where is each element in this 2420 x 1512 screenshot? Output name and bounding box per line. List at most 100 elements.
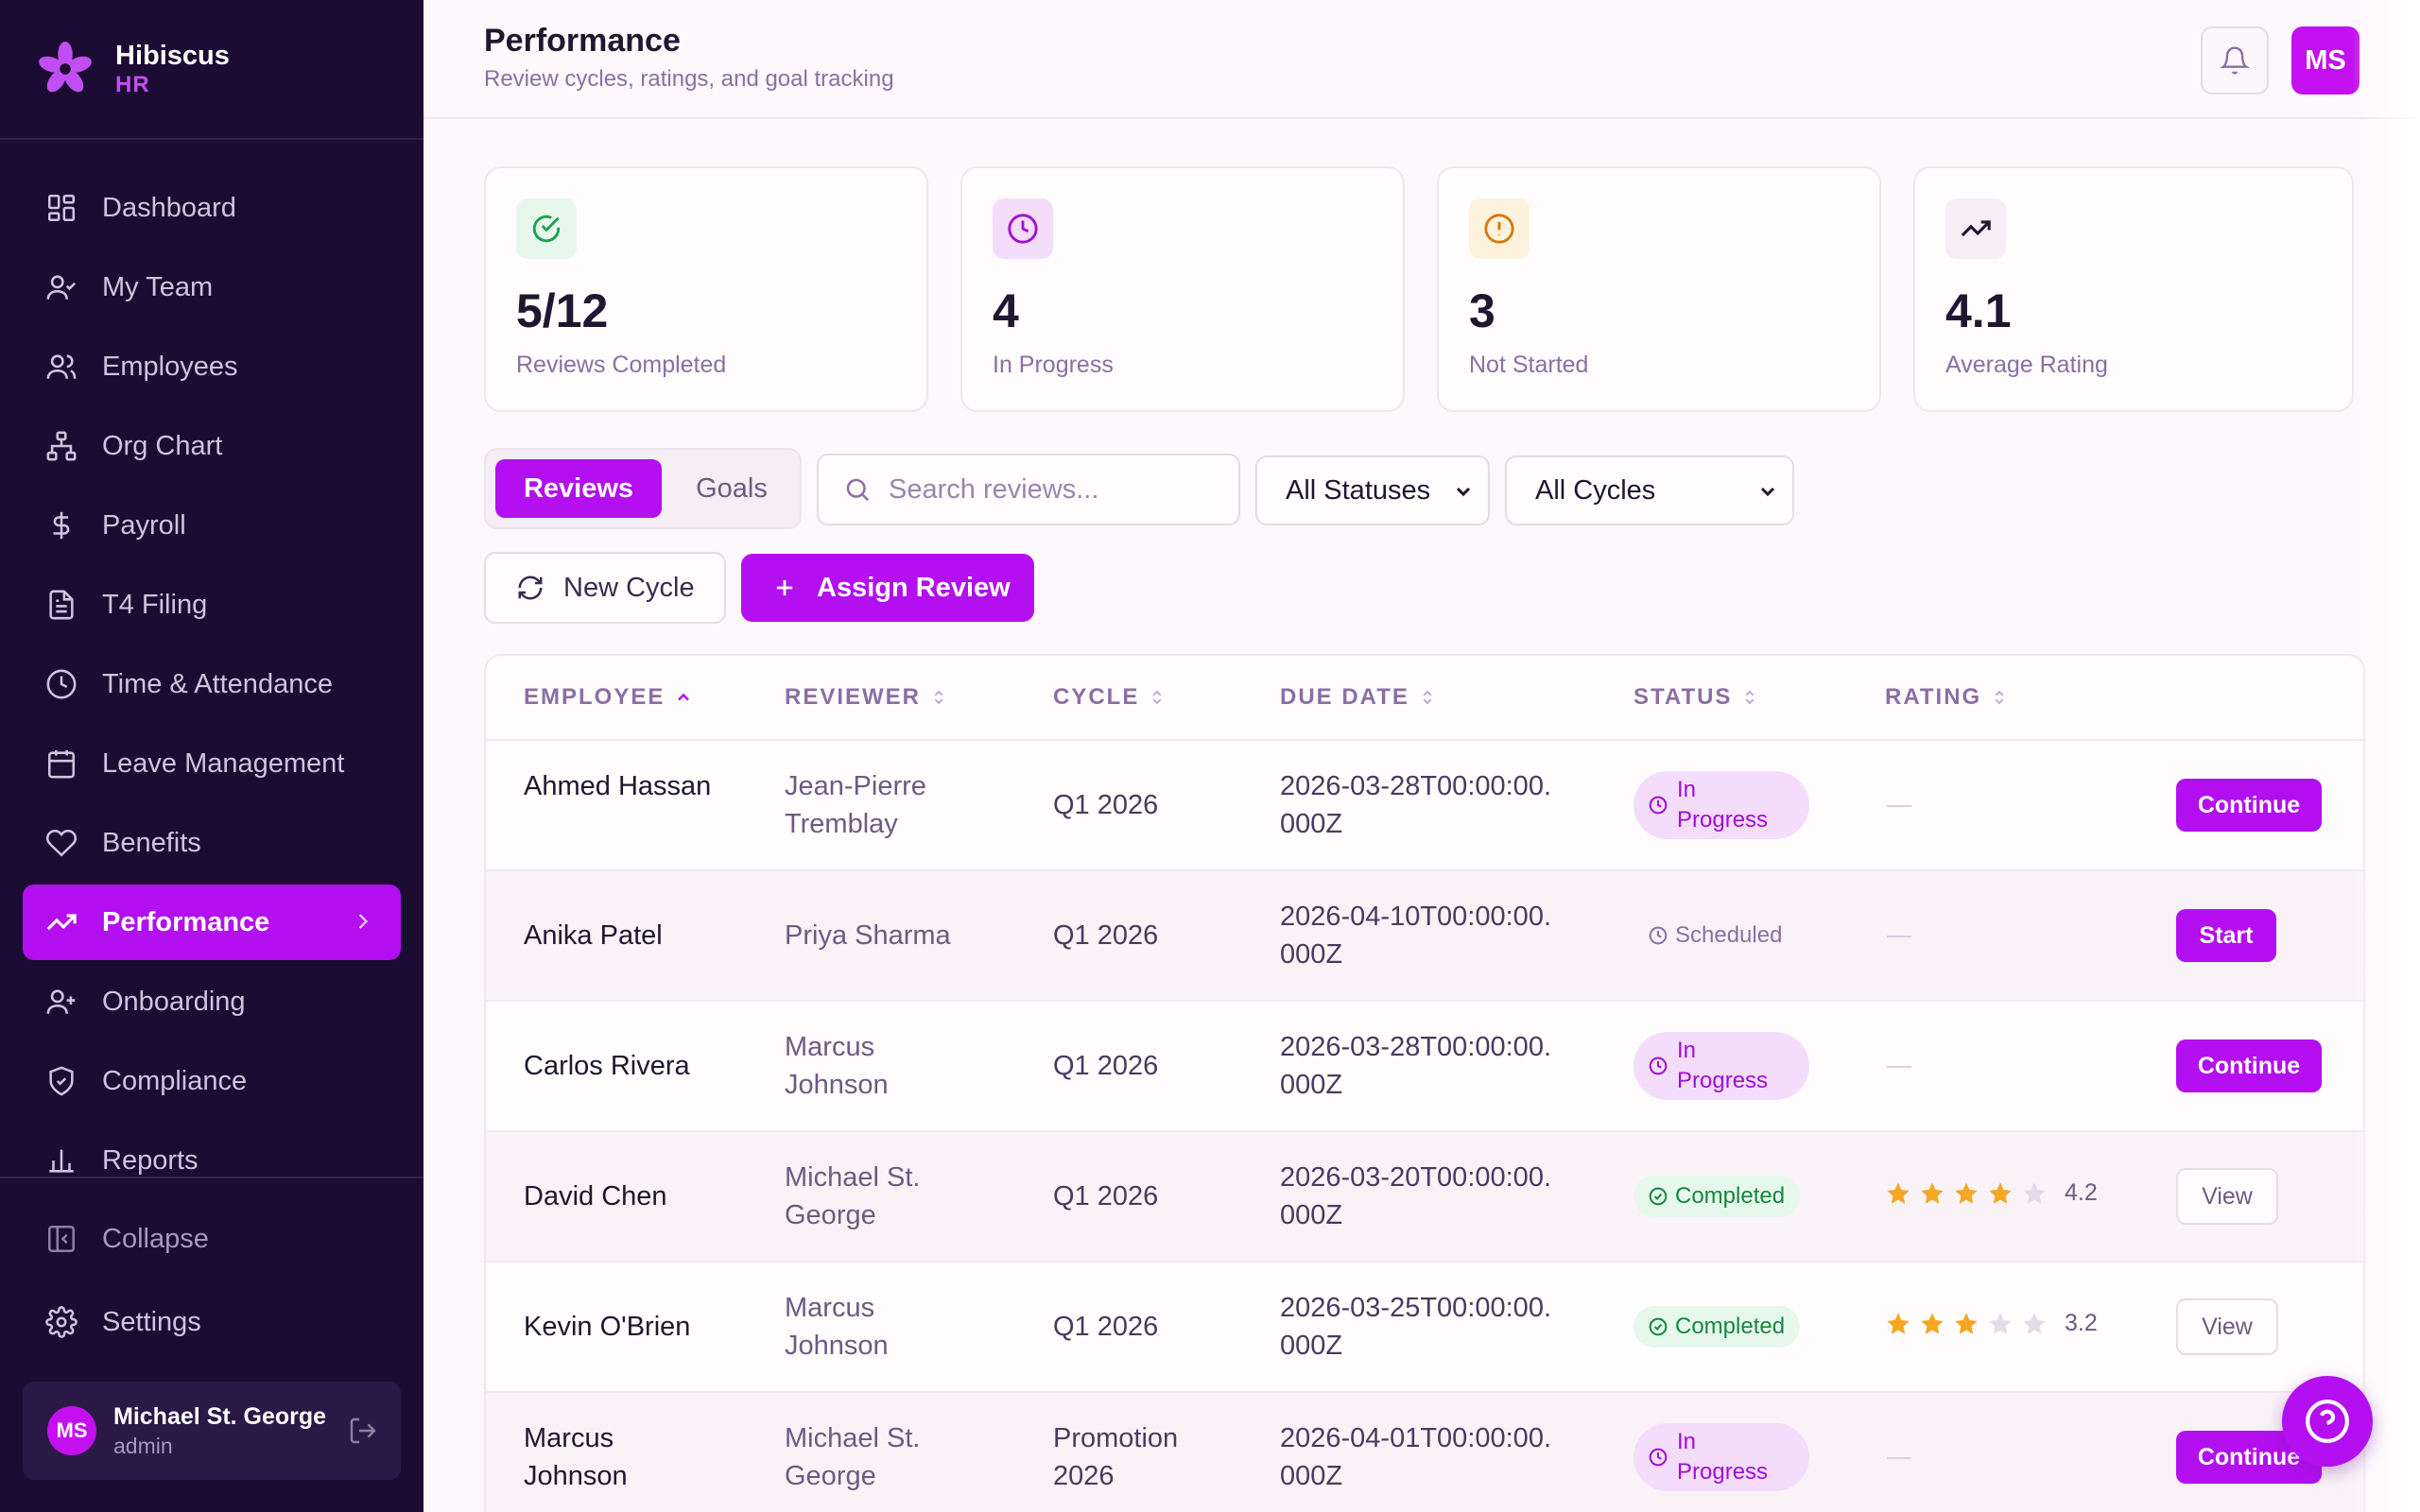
sidebar-item-reports[interactable]: Reports (23, 1123, 401, 1198)
view-button[interactable]: View (2176, 1298, 2278, 1355)
assign-review-label: Assign Review (817, 572, 1011, 603)
status-label: Scheduled (1675, 922, 1783, 948)
column-label: REVIEWER (785, 684, 922, 710)
sidebar-item-benefits[interactable]: Benefits (23, 805, 401, 881)
document-icon (45, 589, 78, 621)
assign-review-button[interactable]: Assign Review (741, 554, 1034, 622)
continue-button[interactable]: Continue (2176, 779, 2322, 832)
sidebar-item-dashboard[interactable]: Dashboard (23, 170, 401, 246)
column-label: CYCLE (1053, 684, 1140, 710)
settings-button[interactable]: Settings (0, 1280, 424, 1364)
cycle: Q1 2026 (1053, 1312, 1159, 1342)
collapse-button[interactable]: Collapse (0, 1197, 424, 1280)
star-filled-icon (1887, 1181, 1910, 1204)
status-filter-select[interactable]: All Statuses (1255, 455, 1490, 525)
clock-icon (1649, 1448, 1668, 1467)
shield-icon (45, 1065, 78, 1097)
cycle: Q1 2026 (1053, 920, 1159, 951)
reviews-table: EMPLOYEE REVIEWER CYCLE DUE DATE STATUS … (484, 654, 2365, 1512)
collapse-label: Collapse (102, 1223, 209, 1254)
continue-button[interactable]: Continue (2176, 1431, 2322, 1484)
column-header-status[interactable]: STATUS (1634, 684, 1758, 711)
sidebar-item-t4-filing[interactable]: T4 Filing (23, 567, 401, 643)
tab-reviews[interactable]: Reviews (495, 459, 662, 518)
stat-label: Not Started (1469, 352, 1589, 378)
status-label: Completed (1675, 1314, 1786, 1339)
table-row[interactable]: Kevin O'Brien Marcus Johnson Q1 2026 202… (486, 1263, 2363, 1393)
column-header-employee[interactable]: EMPLOYEE (524, 684, 693, 711)
sidebar-item-org-chart[interactable]: Org Chart (23, 408, 401, 484)
check-circle-icon (1649, 1317, 1668, 1336)
sidebar-item-payroll[interactable]: Payroll (23, 488, 401, 563)
start-button[interactable]: Start (2176, 909, 2276, 962)
employee-name: Anika Patel (524, 920, 663, 951)
star-filled-icon (1921, 1181, 1944, 1204)
clock-icon (45, 668, 78, 700)
table-row[interactable]: Anika Patel Priya Sharma Q1 2026 2026-04… (486, 871, 2363, 1002)
column-label: RATING (1885, 684, 1982, 710)
continue-button[interactable]: Continue (2176, 1040, 2322, 1092)
sort-icon (1152, 690, 1162, 705)
table-row[interactable]: Marcus Johnson Michael St. George Promot… (486, 1393, 2363, 1512)
sidebar-item-leave-management[interactable]: Leave Management (23, 726, 401, 801)
status-label: In Progress (1677, 1038, 1769, 1093)
sidebar-item-compliance[interactable]: Compliance (23, 1043, 401, 1119)
status-label: In Progress (1677, 1429, 1769, 1485)
notifications-button[interactable] (2201, 26, 2269, 94)
table-row[interactable]: David Chen Michael St. George Q1 2026 20… (486, 1132, 2363, 1263)
new-cycle-button[interactable]: New Cycle (484, 552, 726, 624)
status-filter-value: All Statuses (1286, 474, 1431, 506)
sidebar-item-time-attendance[interactable]: Time & Attendance (23, 646, 401, 722)
stat-label: In Progress (993, 352, 1114, 378)
sort-icon (1995, 690, 2004, 705)
view-button[interactable]: View (2176, 1168, 2278, 1225)
rating-value: 3.2 (2065, 1310, 2098, 1336)
sort-asc-icon (678, 693, 690, 701)
due-date: 2026-04-01T00:00:00.000Z (1280, 1423, 1551, 1491)
table-row[interactable]: Ahmed Hassan Jean-Pierre Tremblay Q1 202… (486, 741, 2363, 871)
sidebar-item-performance[interactable]: Performance (23, 885, 401, 960)
help-button[interactable] (2282, 1376, 2373, 1467)
stat-card-in-progress: 4 In Progress (960, 166, 1405, 412)
table-row[interactable]: Carlos Rivera Marcus Johnson Q1 2026 202… (486, 1002, 2363, 1132)
logout-icon[interactable] (348, 1416, 378, 1446)
stat-card-average-rating: 4.1 Average Rating (1913, 166, 2354, 412)
user-plus-icon (45, 986, 78, 1018)
avatar: MS (47, 1406, 96, 1455)
chevron-right-icon (358, 914, 369, 929)
reviewer-name: Priya Sharma (785, 920, 951, 951)
tab-goals[interactable]: Goals (696, 472, 768, 504)
status-badge: Completed (1634, 1176, 1801, 1217)
employee-name: David Chen (524, 1181, 667, 1211)
column-header-reviewer[interactable]: REVIEWER (785, 684, 947, 711)
sidebar-item-employees[interactable]: Employees (23, 329, 401, 404)
column-label: STATUS (1634, 684, 1733, 710)
search-box (817, 454, 1240, 525)
plus-icon (776, 579, 793, 596)
sidebar-item-onboarding[interactable]: Onboarding (23, 964, 401, 1040)
search-input[interactable] (889, 473, 1229, 506)
hibiscus-logo-icon (39, 41, 92, 93)
check-circle-icon (1649, 1187, 1668, 1206)
employee-name: Carlos Rivera (524, 1051, 690, 1081)
column-header-due-date[interactable]: DUE DATE (1280, 684, 1436, 711)
view-tabs: Reviews Goals (484, 448, 802, 529)
due-date: 2026-03-20T00:00:00.000Z (1280, 1162, 1551, 1230)
dollar-icon (45, 509, 78, 541)
brand[interactable]: Hibiscus HR (0, 0, 424, 140)
user-role: admin (113, 1434, 173, 1458)
user-card[interactable]: MS Michael St. George admin (23, 1382, 401, 1480)
column-header-cycle[interactable]: CYCLE (1053, 684, 1166, 711)
star-filled-icon (1887, 1312, 1910, 1334)
sidebar-item-label: My Team (102, 271, 214, 302)
sidebar-item-label: Time & Attendance (102, 668, 333, 699)
avatar[interactable]: MS (2291, 26, 2360, 94)
stat-value: 5/12 (516, 284, 609, 337)
status-label: In Progress (1677, 777, 1769, 833)
cycle-filter-select[interactable]: All Cycles (1505, 455, 1794, 525)
stat-value: 4.1 (1945, 284, 2012, 337)
column-header-rating[interactable]: RATING (1885, 684, 2008, 711)
reviewer-name: Michael St. George (785, 1162, 921, 1230)
team-icon (45, 271, 78, 303)
sidebar-item-my-team[interactable]: My Team (23, 249, 401, 325)
